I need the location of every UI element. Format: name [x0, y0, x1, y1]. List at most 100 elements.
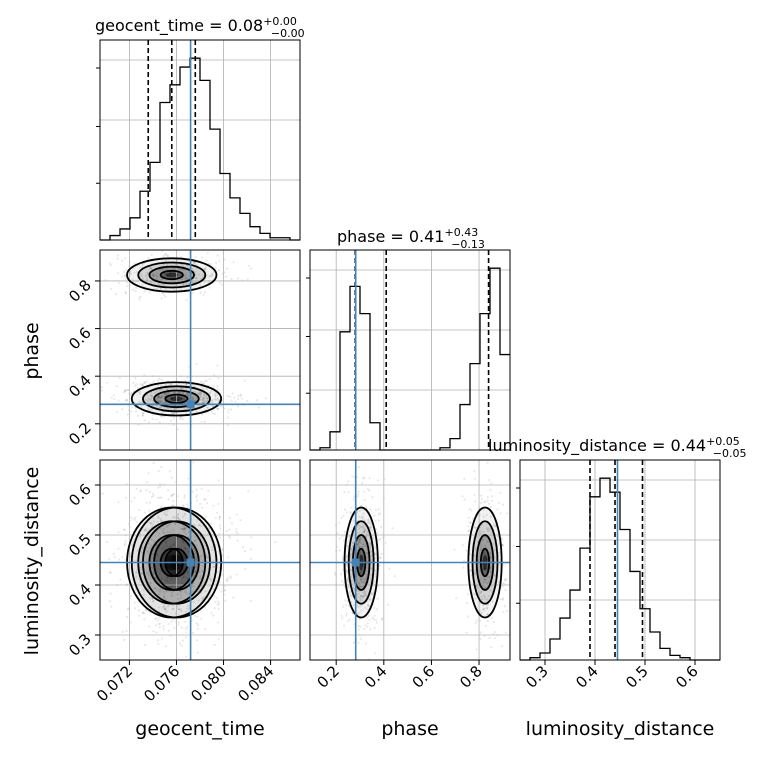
sample-point-1-2-1-232 — [356, 604, 359, 607]
sample-point-1-2-0-159 — [468, 529, 471, 532]
sample-point-1-2-0-311 — [486, 613, 489, 617]
sample-point-0-2-1-157 — [223, 589, 226, 592]
sample-point-0-1-1-193 — [182, 398, 185, 401]
sample-point-0-2-1-410 — [182, 567, 186, 570]
sample-point-0-1-1-272 — [163, 392, 166, 395]
sample-point-1-2-1-420 — [366, 556, 369, 559]
sample-point-0-2-1-275 — [180, 644, 183, 647]
sample-point-0-1-1-446 — [187, 394, 190, 397]
sample-point-0-1-1-392 — [183, 408, 186, 411]
sample-point-0-2-1-394 — [181, 515, 185, 518]
sample-point-0-2-0-80 — [172, 551, 176, 554]
sample-point-0-2-1-520 — [196, 494, 199, 497]
sample-point-0-2-1-431 — [182, 576, 185, 579]
sample-point-0-1-1-124 — [216, 364, 219, 367]
sample-point-1-2-1-500 — [341, 558, 344, 561]
sample-point-1-2-0-189 — [474, 500, 477, 503]
sample-point-1-2-1-507 — [380, 552, 383, 555]
sample-point-0-2-0-241 — [162, 531, 165, 535]
sample-point-0-1-1-212 — [211, 401, 214, 404]
sample-point-0-2-0-34 — [220, 590, 223, 593]
sample-point-0-1-0-161 — [180, 268, 183, 272]
sample-point-0-1-0-83 — [153, 274, 156, 277]
sample-point-1-2-0-256 — [480, 498, 484, 501]
xtick-label-geocent-time-0: 0.072 — [93, 662, 136, 705]
panel-frame-geocent-time-hist — [99, 39, 301, 241]
sample-point-0-1-1-484 — [228, 395, 232, 398]
sample-point-1-2-0-145 — [473, 493, 476, 497]
sample-point-1-2-1-370 — [363, 594, 366, 598]
sample-point-0-2-0-107 — [167, 629, 170, 632]
sample-point-0-2-1-380 — [185, 591, 188, 594]
sample-point-0-2-1-207 — [183, 527, 186, 530]
sample-point-0-2-1-449 — [139, 490, 142, 493]
sample-point-0-2-1-292 — [217, 607, 220, 610]
sample-point-0-2-0-105 — [166, 510, 169, 513]
sample-point-0-2-0-217 — [228, 496, 232, 500]
sample-point-1-2-0-299 — [483, 501, 486, 504]
sample-point-1-2-0-127 — [482, 594, 486, 597]
sample-point-1-2-0-201 — [485, 598, 489, 601]
contour-0-1-0-3 — [159, 269, 184, 281]
sample-point-0-2-1-300 — [170, 620, 173, 623]
sample-point-0-1-1-116 — [127, 388, 130, 392]
sample-point-0-1-1-422 — [122, 391, 125, 394]
sample-point-0-1-0-216 — [124, 291, 127, 294]
sample-point-1-2-1-2 — [345, 571, 348, 574]
sample-point-1-2-1-127 — [357, 582, 360, 585]
sample-point-0-2-0-322 — [214, 516, 217, 520]
sample-point-0-1-1-281 — [134, 376, 137, 380]
sample-point-1-2-0-153 — [486, 461, 489, 465]
sample-point-0-1-1-36 — [234, 400, 237, 403]
sample-point-0-2-1-363 — [141, 572, 144, 575]
sample-point-0-2-0-43 — [162, 594, 165, 597]
sample-point-0-2-1-535 — [182, 540, 185, 544]
sample-point-0-2-1-99 — [179, 608, 182, 611]
sample-point-1-2-1-384 — [364, 642, 368, 645]
sample-point-1-2-1-345 — [344, 603, 347, 606]
sample-point-0-2-1-16 — [204, 515, 207, 519]
sample-point-0-1-1-388 — [231, 392, 234, 395]
sample-point-0-2-1-42 — [212, 565, 215, 569]
sample-point-0-2-0-115 — [129, 595, 132, 598]
sample-point-0-2-0-317 — [213, 595, 216, 598]
sample-point-0-2-0-91 — [136, 568, 139, 572]
sample-point-1-2-0-131 — [463, 498, 466, 501]
sample-point-0-1-0-100 — [137, 245, 139, 247]
sample-point-0-1-1-233 — [227, 408, 230, 411]
sample-point-1-2-1-300 — [363, 530, 366, 533]
sample-point-0-2-1-324 — [182, 528, 185, 532]
sample-point-1-2-0-155 — [499, 597, 502, 601]
sample-point-0-2-1-119 — [156, 554, 160, 557]
sample-point-0-2-1-104 — [117, 500, 120, 504]
sample-point-0-2-0-339 — [113, 555, 116, 559]
sample-point-1-2-1-288 — [369, 526, 372, 529]
sample-point-1-2-1-28 — [365, 551, 368, 554]
sample-point-0-1-1-107 — [157, 400, 160, 403]
sample-point-0-2-1-124 — [164, 607, 167, 610]
sample-point-1-2-1-222 — [362, 476, 365, 479]
sample-point-0-2-0-206 — [212, 504, 215, 507]
sample-point-1-2-0-335 — [482, 508, 485, 511]
sample-point-0-1-1-471 — [158, 406, 161, 409]
sample-point-0-2-1-532 — [152, 494, 155, 497]
sample-point-1-2-1-154 — [357, 624, 360, 628]
sample-point-1-2-1-60 — [358, 527, 361, 530]
sample-point-1-2-1-540 — [363, 580, 366, 583]
sample-point-1-2-1-396 — [369, 544, 373, 547]
sample-point-0-1-0-109 — [152, 273, 155, 277]
sample-point-1-2-1-303 — [358, 515, 361, 518]
sample-point-0-2-1-70 — [148, 582, 152, 585]
sample-point-0-2-1-46 — [154, 564, 158, 567]
sample-point-0-2-1-552 — [109, 600, 112, 603]
sample-point-0-1-1-518 — [147, 407, 150, 410]
sample-point-0-2-1-276 — [228, 536, 232, 539]
sample-point-0-1-0-42 — [161, 268, 165, 271]
contour-0-1-0-2 — [148, 265, 196, 285]
sample-point-1-2-0-215 — [481, 604, 484, 607]
sample-point-0-1-0-199 — [122, 270, 125, 274]
sample-point-0-2-1-446 — [161, 557, 165, 560]
sample-point-0-1-1-386 — [158, 377, 161, 380]
sample-point-0-1-1-173 — [227, 424, 230, 427]
sample-point-1-2-1-170 — [334, 571, 337, 574]
